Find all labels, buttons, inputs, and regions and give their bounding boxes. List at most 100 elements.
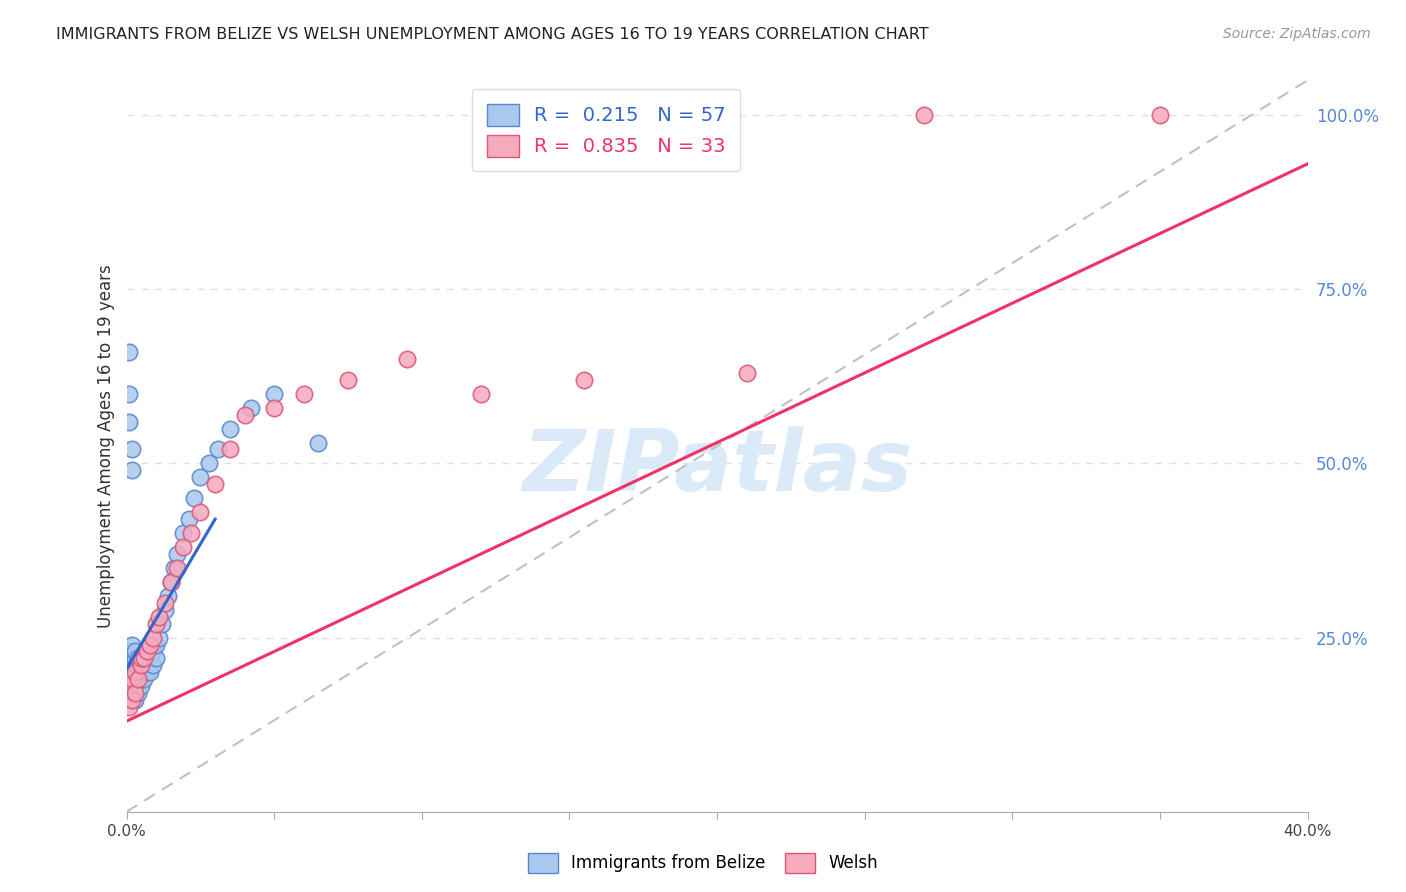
Point xyxy=(204,477,226,491)
Point xyxy=(136,644,159,658)
Point xyxy=(207,442,229,457)
Point xyxy=(127,673,149,687)
Point xyxy=(139,651,162,665)
Y-axis label: Unemployment Among Ages 16 to 19 years: Unemployment Among Ages 16 to 19 years xyxy=(97,264,115,628)
Point xyxy=(124,665,146,680)
Point xyxy=(121,638,143,652)
Point xyxy=(148,631,170,645)
Point xyxy=(127,665,149,680)
Point xyxy=(121,658,143,673)
Legend: R =  0.215   N = 57, R =  0.835   N = 33: R = 0.215 N = 57, R = 0.835 N = 33 xyxy=(472,89,740,171)
Point xyxy=(219,442,242,457)
Point xyxy=(121,673,143,687)
Point xyxy=(118,679,141,693)
Point xyxy=(188,505,212,519)
Point xyxy=(145,651,167,665)
Point xyxy=(166,561,188,575)
Point xyxy=(124,665,146,680)
Point xyxy=(121,463,143,477)
Point xyxy=(118,386,141,401)
Point xyxy=(134,673,156,687)
Point xyxy=(118,673,141,687)
Point xyxy=(121,442,143,457)
Point xyxy=(124,644,146,658)
Point xyxy=(188,470,212,484)
Point xyxy=(121,693,143,707)
Point xyxy=(136,658,159,673)
Text: IMMIGRANTS FROM BELIZE VS WELSH UNEMPLOYMENT AMONG AGES 16 TO 19 YEARS CORRELATI: IMMIGRANTS FROM BELIZE VS WELSH UNEMPLOY… xyxy=(56,27,929,42)
Point xyxy=(129,658,153,673)
Point xyxy=(172,526,194,541)
Point xyxy=(136,651,159,665)
Point xyxy=(153,596,176,610)
Point xyxy=(142,658,165,673)
Point xyxy=(118,415,141,429)
Point xyxy=(121,644,143,658)
Point xyxy=(118,658,141,673)
Point xyxy=(912,108,935,122)
Point xyxy=(183,491,205,506)
Point xyxy=(124,679,146,693)
Point xyxy=(129,658,153,673)
Point xyxy=(127,686,149,700)
Point xyxy=(574,373,596,387)
Point xyxy=(396,351,419,366)
Point xyxy=(308,435,330,450)
Point xyxy=(156,589,179,603)
Point xyxy=(337,373,360,387)
Point xyxy=(470,386,492,401)
Point xyxy=(139,638,162,652)
Point xyxy=(129,673,153,687)
Point xyxy=(124,693,146,707)
Point xyxy=(134,665,156,680)
Point xyxy=(136,665,159,680)
Point xyxy=(134,651,156,665)
Point xyxy=(1149,108,1171,122)
Point xyxy=(139,665,162,680)
Point xyxy=(127,658,149,673)
Point xyxy=(166,547,188,561)
Point xyxy=(163,561,186,575)
Legend: Immigrants from Belize, Welsh: Immigrants from Belize, Welsh xyxy=(522,847,884,880)
Point xyxy=(121,665,143,680)
Point xyxy=(121,679,143,693)
Point xyxy=(142,644,165,658)
Point xyxy=(263,401,285,415)
Point xyxy=(129,679,153,693)
Point xyxy=(177,512,200,526)
Point xyxy=(150,616,173,631)
Point xyxy=(160,574,183,589)
Point xyxy=(127,651,149,665)
Point xyxy=(142,631,165,645)
Point xyxy=(292,386,315,401)
Point xyxy=(118,651,141,665)
Point xyxy=(121,651,143,665)
Point xyxy=(134,658,156,673)
Text: Source: ZipAtlas.com: Source: ZipAtlas.com xyxy=(1223,27,1371,41)
Point xyxy=(198,457,221,471)
Point xyxy=(145,616,167,631)
Point xyxy=(118,700,141,714)
Point xyxy=(172,540,194,554)
Point xyxy=(127,673,149,687)
Point xyxy=(233,408,256,422)
Point xyxy=(118,345,141,359)
Point xyxy=(263,386,285,401)
Point xyxy=(148,609,170,624)
Point xyxy=(153,603,176,617)
Point xyxy=(134,651,156,665)
Text: ZIPatlas: ZIPatlas xyxy=(522,426,912,509)
Point xyxy=(129,651,153,665)
Point xyxy=(124,673,146,687)
Point xyxy=(124,686,146,700)
Point xyxy=(180,526,202,541)
Point xyxy=(735,366,758,380)
Point xyxy=(129,665,153,680)
Point xyxy=(124,651,146,665)
Point xyxy=(219,421,242,435)
Point xyxy=(239,401,262,415)
Point xyxy=(145,638,167,652)
Point xyxy=(129,651,153,665)
Point xyxy=(124,658,146,673)
Point xyxy=(118,644,141,658)
